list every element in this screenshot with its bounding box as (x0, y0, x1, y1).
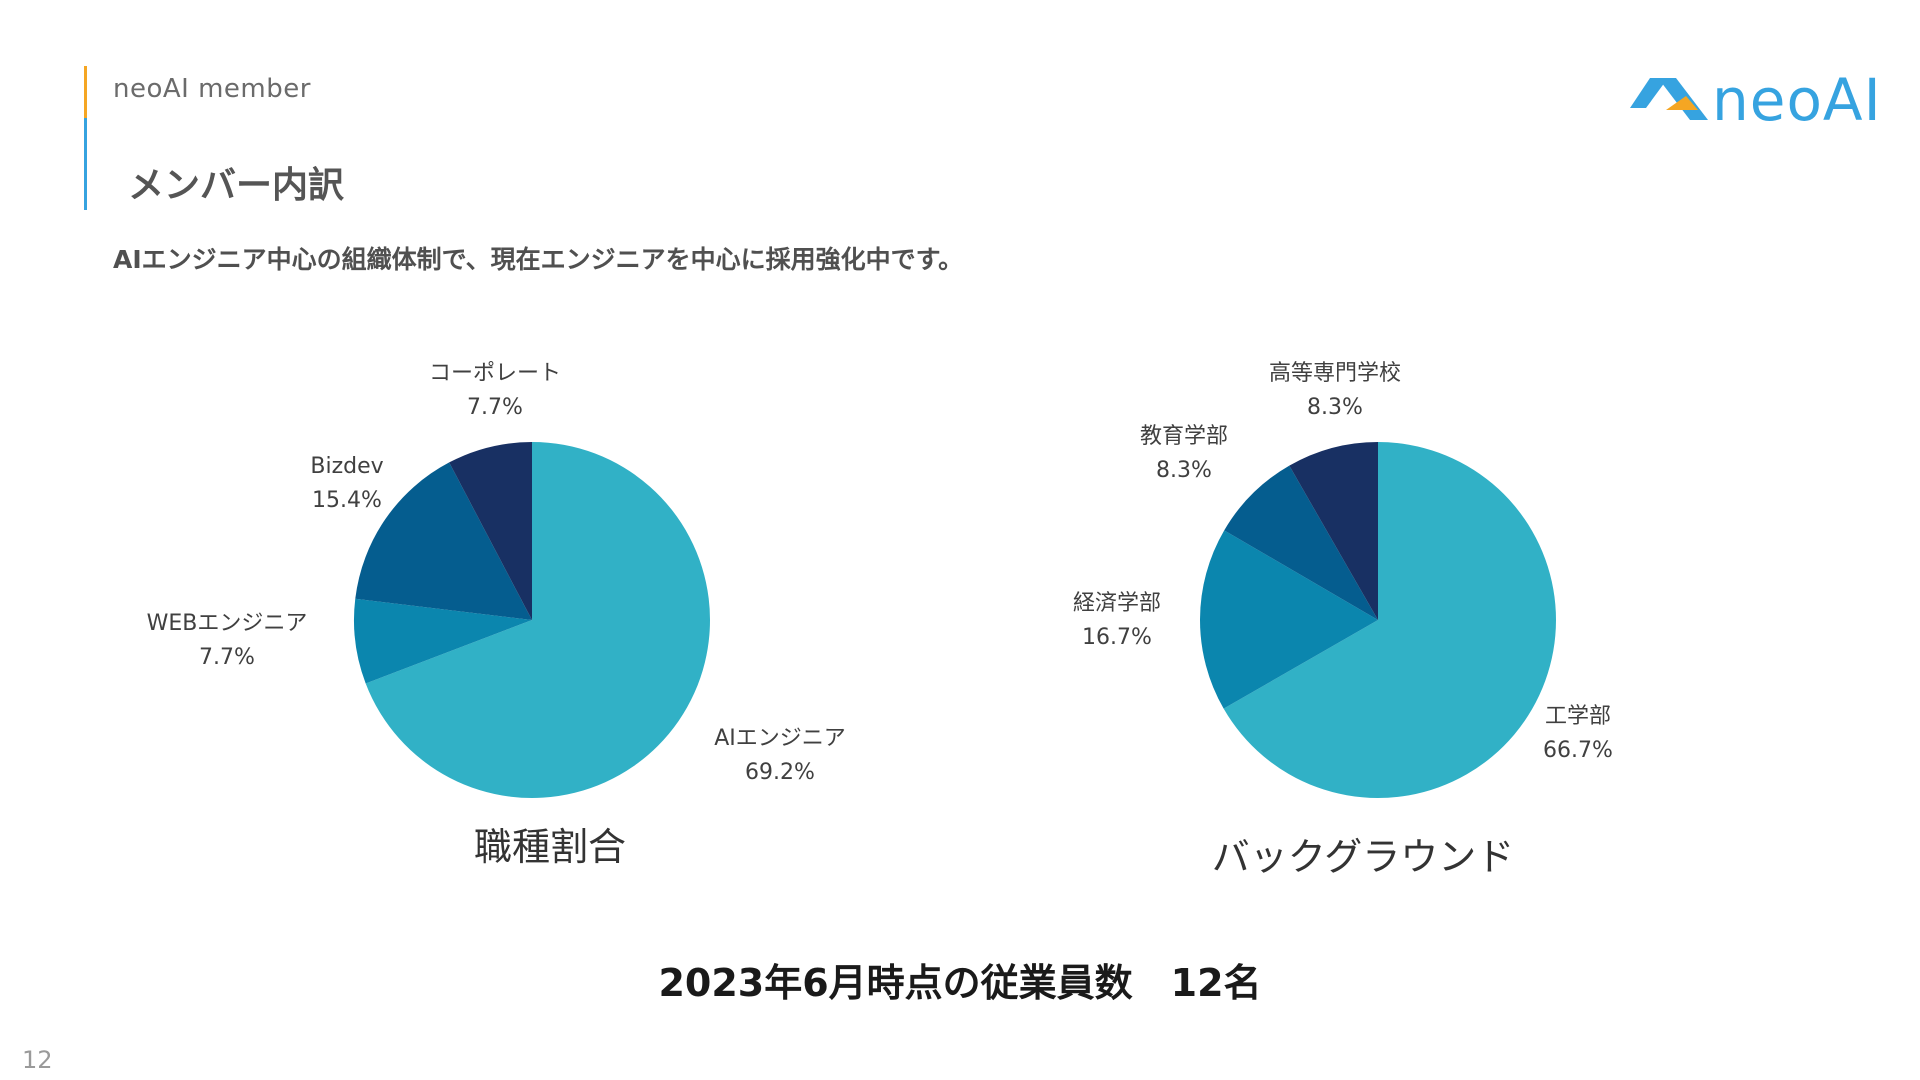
pie-slice (1200, 530, 1378, 709)
pie-slice-percent: 69.2% (745, 760, 815, 785)
page-title: メンバー内訳 (128, 165, 345, 206)
pie-slice (354, 598, 532, 684)
pie-slice-percent: 66.7% (1543, 738, 1613, 763)
pie-slice-percent: 7.7% (199, 645, 255, 670)
pie-slice-label: Bizdev (310, 454, 383, 479)
pie-slice-label: 経済学部 (1073, 591, 1161, 616)
logo-text: neoAI (1712, 66, 1882, 134)
pie-slice-percent: 8.3% (1156, 458, 1212, 483)
page-number: 12 (22, 1046, 53, 1074)
pie-slice (355, 462, 532, 620)
pie-slice-label: 教育学部 (1140, 424, 1228, 449)
pie-slice-label: 工学部 (1545, 704, 1611, 729)
pie-chart-title: 職種割合 (474, 825, 626, 869)
pie-chart-job-types: AIエンジニア 69.2% WEBエンジニア 7.7% Bizdev 15.4% コーポレー… (147, 361, 846, 869)
charts-area: AIエンジニア 69.2% WEBエンジニア 7.7% Bizdev 15.4% コーポレー… (0, 340, 1920, 900)
accent-bar-orange (84, 66, 87, 118)
pie-slice (1224, 465, 1378, 620)
pie-slice-label: AIエンジニア (714, 726, 846, 751)
page-subtitle: AIエンジニア中心の組織体制で、現在エンジニアを中心に採用強化中です。 (113, 245, 964, 274)
pie-slice-percent: 16.7% (1082, 625, 1152, 650)
pie-slice-percent: 8.3% (1307, 395, 1363, 420)
pie-chart-title: バックグラウンド (1212, 835, 1514, 879)
employee-count: 2023年6月時点の従業員数 12名 (658, 961, 1262, 1005)
pie-slice (449, 442, 532, 620)
neoai-logo: neoAI (1628, 66, 1881, 136)
pie-slice-label: WEBエンジニア (147, 611, 308, 636)
pie-slice-percent: 7.7% (467, 395, 523, 420)
accent-bar-blue (84, 118, 87, 210)
pie-slice (1289, 442, 1378, 620)
section-label: neoAI member (113, 74, 311, 104)
pie-slice-label: 高等専門学校 (1269, 361, 1401, 386)
pie-slice (1223, 442, 1556, 798)
logo-mark-icon (1630, 78, 1708, 120)
pie-slice-label: コーポレート (429, 361, 561, 386)
pie-chart-background: 工学部 66.7% 経済学部 16.7% 教育学部 8.3% 高等専門学校 8.3% バックグラ… (1073, 361, 1613, 879)
pie-slice (365, 442, 711, 798)
pie-slice-percent: 15.4% (312, 488, 382, 513)
